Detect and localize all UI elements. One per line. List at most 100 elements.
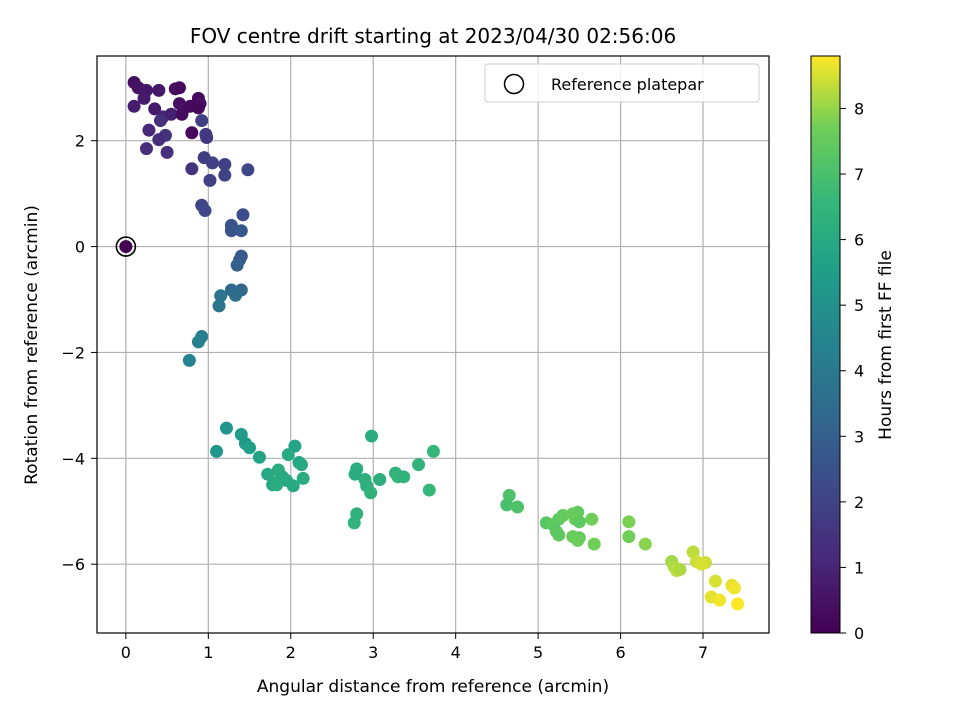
data-point (119, 240, 133, 254)
y-tick-label: 0 (75, 238, 85, 257)
data-point (296, 471, 310, 485)
data-point (585, 512, 599, 526)
data-point (347, 516, 361, 530)
data-point (203, 173, 217, 187)
data-point (556, 508, 570, 522)
data-point (218, 168, 232, 182)
data-point (137, 91, 151, 105)
data-point (214, 289, 228, 303)
data-point (210, 444, 224, 458)
data-point (422, 483, 436, 497)
data-point (191, 335, 205, 349)
colorbar-tick-label: 1 (854, 558, 864, 577)
data-point (708, 574, 722, 588)
x-tick-label: 7 (698, 643, 708, 662)
data-point (236, 208, 250, 222)
data-point (148, 102, 162, 116)
data-point (139, 142, 153, 156)
data-point (185, 126, 199, 140)
colorbar-tick-label: 8 (854, 99, 864, 118)
data-point (397, 470, 411, 484)
y-tick-label: 2 (75, 132, 85, 151)
colorbar-tick-label: 3 (854, 427, 864, 446)
data-points (119, 75, 745, 611)
data-point (229, 288, 243, 302)
x-tick-label: 4 (451, 643, 461, 662)
y-tick-label: −2 (61, 343, 85, 362)
data-point (281, 448, 295, 462)
data-point (175, 107, 189, 121)
colorbar-ticks: 0 1 2 3 4 5 6 7 8 (840, 99, 864, 643)
x-tick-label: 3 (368, 643, 378, 662)
data-point (364, 486, 378, 500)
legend-entry: Reference platepar (551, 75, 704, 94)
colorbar-tick-label: 4 (854, 362, 864, 381)
data-point (127, 99, 141, 113)
colorbar (810, 55, 841, 634)
data-point (511, 500, 525, 514)
data-point (694, 557, 708, 571)
x-tick-label: 6 (615, 643, 625, 662)
data-point (241, 163, 255, 177)
y-tick-label: −6 (61, 555, 85, 574)
data-point (571, 533, 585, 547)
data-point (191, 101, 205, 115)
plot-frame (96, 55, 770, 634)
data-point (164, 107, 178, 121)
data-point (572, 515, 586, 529)
x-tick-label: 0 (121, 643, 131, 662)
data-point (195, 114, 209, 128)
data-point (286, 479, 300, 493)
data-point (412, 458, 426, 472)
data-point (185, 162, 199, 176)
data-point (219, 421, 233, 435)
data-point (713, 593, 727, 607)
data-point (152, 133, 166, 147)
data-point (218, 158, 232, 172)
legend-box (484, 63, 760, 103)
data-point (252, 450, 266, 464)
data-point (348, 467, 362, 481)
colorbar-tick-label: 5 (854, 296, 864, 315)
data-point (587, 537, 601, 551)
data-point (727, 581, 741, 595)
data-point (294, 458, 308, 472)
data-point (638, 537, 652, 551)
data-point (552, 528, 566, 542)
x-tick-label: 1 (203, 643, 213, 662)
data-point (622, 515, 636, 529)
data-point (224, 224, 238, 238)
data-point (234, 224, 248, 238)
y-tick-label: −4 (61, 449, 85, 468)
data-point (673, 562, 687, 576)
data-point (160, 145, 174, 159)
y-axis-ticks: −6 −4 −2 0 2 (61, 132, 97, 574)
data-point (142, 123, 156, 137)
data-point (500, 498, 514, 512)
chart-title: FOV centre drift starting at 2023/04/30 … (190, 24, 676, 48)
data-point (426, 444, 440, 458)
reference-marker-layer (115, 236, 137, 257)
reference-platepar-marker (115, 236, 137, 257)
legend-marker (503, 73, 525, 95)
data-point (622, 530, 636, 544)
grid-lines (97, 56, 769, 633)
data-point (182, 353, 196, 367)
x-axis-label: Angular distance from reference (arcmin) (257, 677, 609, 697)
data-point (731, 597, 745, 611)
colorbar-label: Hours from first FF file (876, 250, 896, 440)
data-point (212, 299, 226, 313)
data-point (373, 472, 387, 486)
colorbar-tick-label: 0 (854, 624, 864, 643)
data-point (198, 204, 212, 218)
colorbar-tick-label: 2 (854, 493, 864, 512)
x-tick-label: 2 (286, 643, 296, 662)
colorbar-tick-label: 6 (854, 231, 864, 250)
data-point (270, 478, 284, 492)
legend: Reference platepar (484, 63, 760, 103)
x-axis-ticks: 0 1 2 3 4 5 6 7 (121, 633, 708, 662)
colorbar-tick-label: 7 (854, 165, 864, 184)
x-tick-label: 5 (533, 643, 543, 662)
data-point (153, 114, 167, 128)
